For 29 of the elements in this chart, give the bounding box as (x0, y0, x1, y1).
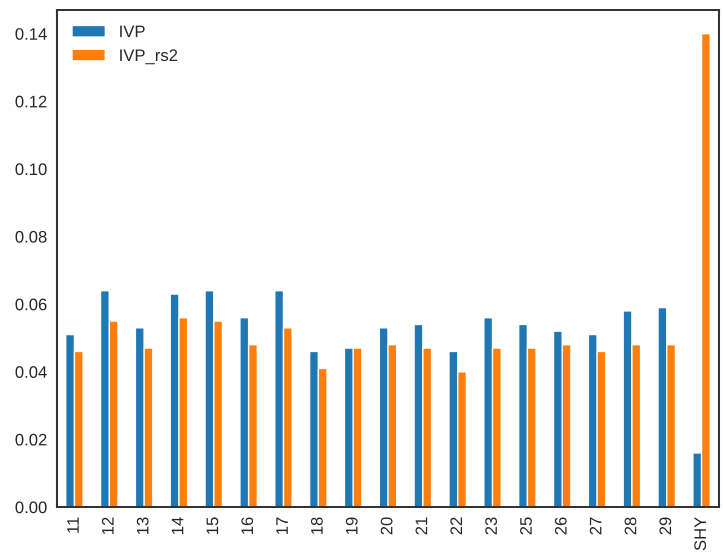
x-tick-label: 18 (310, 517, 323, 534)
y-tick-label: 0.06 (15, 298, 47, 310)
y-tick-label: 0.04 (15, 366, 47, 378)
y-tick-label: 0.12 (15, 96, 46, 108)
legend-label: IVP (120, 26, 145, 38)
y-tick-label: 0.00 (15, 501, 47, 514)
x-tick-label: 11 (67, 518, 79, 533)
x-tick-label: 19 (346, 518, 358, 534)
x-tick-label: 17 (276, 518, 288, 534)
x-tick-label: 28 (624, 517, 636, 534)
y-tick-label: 0.02 (15, 434, 46, 446)
x-tick-label: 14 (172, 517, 184, 534)
y-tick-label: 0.10 (15, 163, 47, 176)
x-tick-label: SHY (694, 517, 706, 550)
x-tick-label: 21 (416, 518, 428, 534)
x-tick-label: 23 (485, 517, 497, 534)
x-tick-label: 16 (241, 517, 254, 534)
x-tick-label: 26 (554, 517, 567, 534)
x-tick-label: 29 (659, 518, 672, 534)
x-tick-label: 25 (520, 517, 532, 534)
x-tick-label: 20 (380, 517, 392, 534)
y-tick-label: 0.14 (15, 28, 47, 40)
legend-label: IVP_rs2 (120, 49, 178, 64)
x-tick-label: 22 (450, 518, 462, 534)
x-tick-label: 13 (136, 517, 149, 534)
x-tick-label: 15 (206, 517, 218, 534)
x-tick-label: 27 (590, 518, 602, 534)
x-tick-label: 12 (102, 518, 114, 534)
y-tick-label: 0.08 (15, 230, 47, 243)
